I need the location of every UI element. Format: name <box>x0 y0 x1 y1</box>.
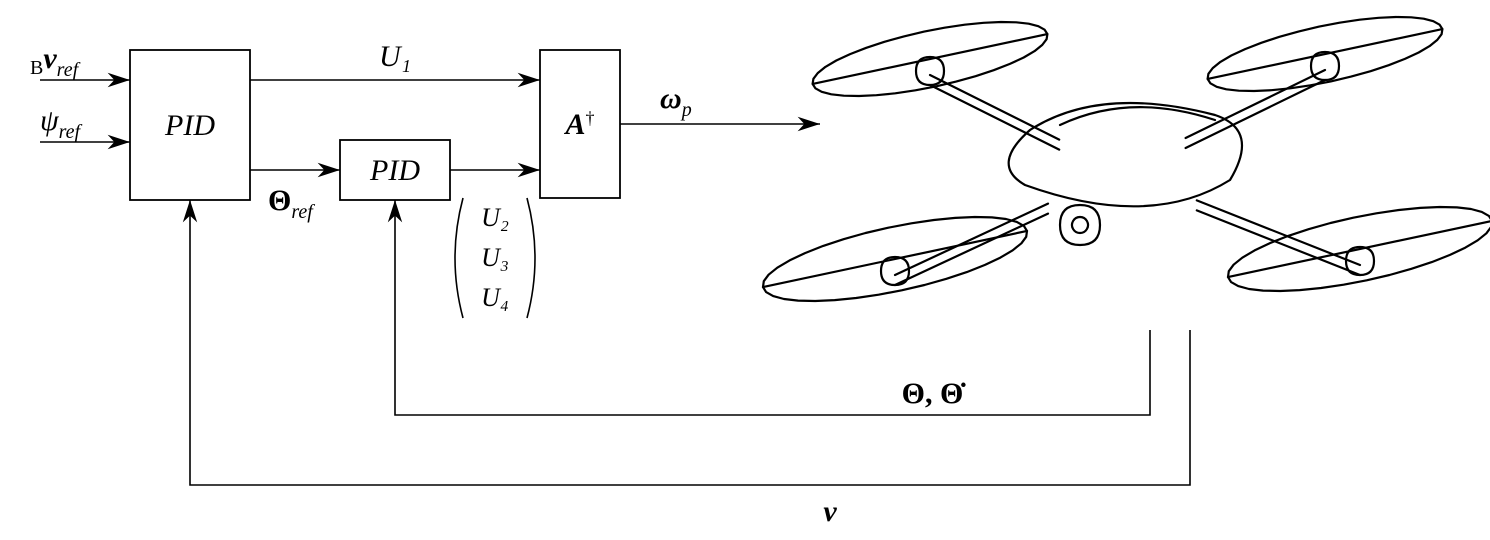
svg-text:U₃: U₃ <box>481 243 509 272</box>
control-loop-diagram: PID PID A† Bvref ψref U₁ Θref U₂ U₃ U₄ ω… <box>0 0 1490 540</box>
v-feedback-path <box>190 200 1190 485</box>
v-feedback-label: v <box>823 495 837 528</box>
u1-label: U₁ <box>379 40 411 73</box>
svg-text:U₄: U₄ <box>481 283 509 312</box>
omega-p-label: ωp <box>660 82 692 121</box>
u-vector-label: U₂ U₃ U₄ <box>455 198 535 318</box>
input-psiref-label: ψref <box>40 104 83 143</box>
svg-text:U₂: U₂ <box>481 203 509 232</box>
theta-ref-label: Θref <box>268 184 315 223</box>
pid2-label: PID <box>369 154 420 187</box>
pid1-label: PID <box>164 109 215 142</box>
input-vref-label: Bvref <box>30 42 81 81</box>
theta-feedback-label: Θ, Θ̇ <box>902 377 967 410</box>
quadrotor-icon <box>763 17 1490 301</box>
